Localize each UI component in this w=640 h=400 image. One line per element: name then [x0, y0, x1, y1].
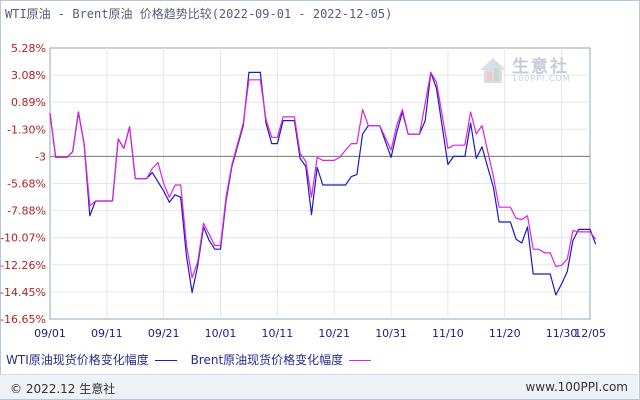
series-line-brent — [49, 71, 597, 279]
footer: © 2022.12 生意社 www.100PPI.com — [0, 374, 638, 399]
legend-label-brent: Brent原油现货价格变化幅度 — [190, 353, 344, 367]
x-tick-label: 12/05 — [574, 327, 606, 340]
legend-swatch-wti — [154, 360, 177, 361]
y-tick-label: -16.65% — [0, 313, 46, 326]
y-tick-label: -14.45% — [0, 286, 46, 299]
y-tick-label: 5.28% — [11, 42, 46, 55]
chart-title: WTI原油 - Brent原油 价格趋势比较(2022-09-01 - 2022… — [5, 7, 393, 21]
y-tick-label: 0.89% — [11, 96, 46, 109]
footer-url-link[interactable]: www.100PPI.com — [525, 380, 628, 394]
x-tick-label: 11/30 — [546, 327, 578, 340]
y-axis-ticks: 5.28% 3.08% 0.89% -1.30% -3 -5.68% -7.88% -10.0… — [0, 42, 46, 326]
watermark-name: 生意社 — [512, 57, 569, 77]
legend-swatch-brent — [349, 360, 372, 361]
legend-label-wti: WTI原油现货价格变化幅度 — [6, 353, 149, 367]
x-tick-label: 10/21 — [318, 327, 350, 340]
y-tick-label: -10.07% — [0, 232, 46, 245]
legend-item-brent: Brent原油现货价格变化幅度 — [191, 351, 372, 368]
y-tick-label: -3 — [35, 150, 46, 163]
x-tick-label: 09/01 — [34, 327, 66, 340]
y-tick-label: 3.08% — [11, 69, 46, 82]
y-tick-label: -12.26% — [0, 259, 46, 272]
x-axis-ticks: 09/01 09/11 09/21 10/01 10/11 10/21 10/31 11/10… — [34, 327, 606, 340]
logo-icon — [480, 58, 506, 83]
series-group — [49, 71, 597, 296]
x-tick-label: 11/20 — [489, 327, 521, 340]
x-tick-label: 10/01 — [205, 327, 237, 340]
y-tick-label: -5.68% — [7, 178, 46, 191]
y-tick-label: -7.88% — [7, 205, 46, 218]
legend: WTI原油现货价格变化幅度 Brent原油现货价格变化幅度 — [6, 351, 381, 368]
x-tick-label: 09/11 — [91, 327, 123, 340]
y-tick-label: -1.30% — [7, 123, 46, 136]
x-tick-label: 10/11 — [262, 327, 294, 340]
x-tick-label: 10/31 — [375, 327, 407, 340]
legend-item-wti: WTI原油现货价格变化幅度 — [6, 351, 177, 368]
x-tick-label: 11/10 — [432, 327, 464, 340]
x-tick-label: 09/21 — [148, 327, 180, 340]
footer-copyright: © 2022.12 生意社 — [10, 382, 116, 396]
watermark-url: 100PPI.COM — [512, 74, 571, 83]
